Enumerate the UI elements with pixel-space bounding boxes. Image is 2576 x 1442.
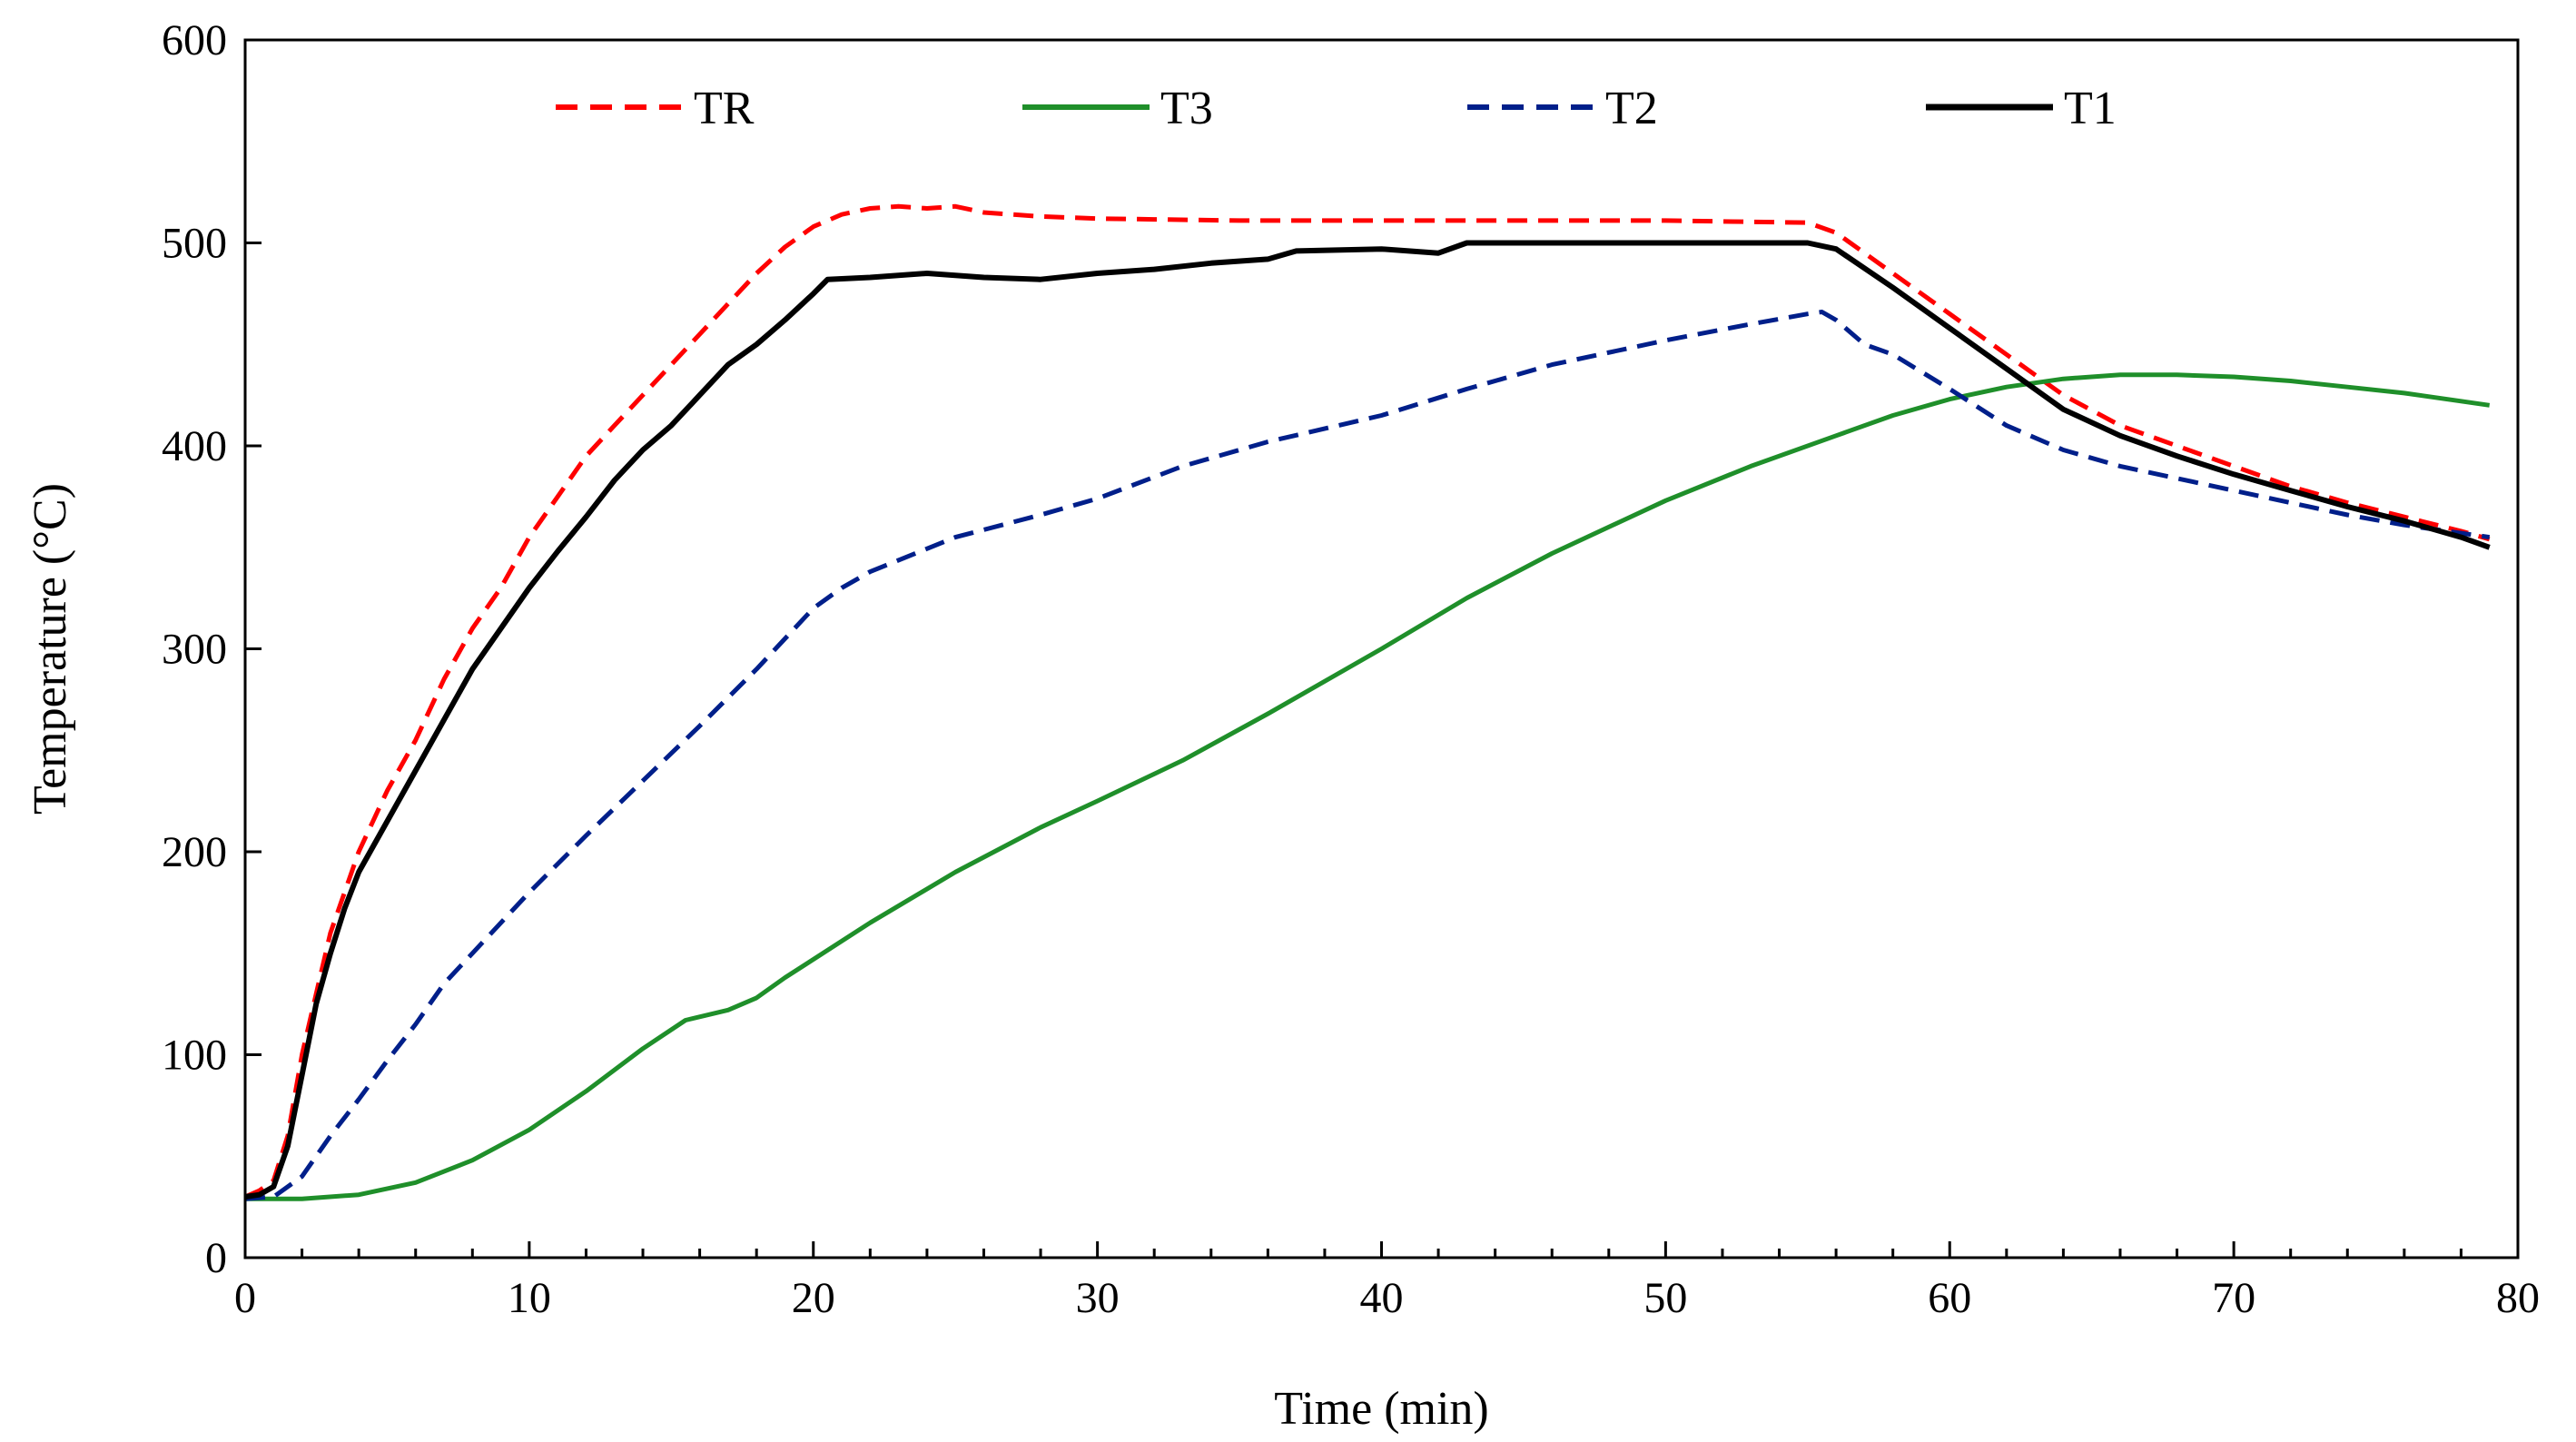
x-tick-label: 60 [1928, 1274, 1971, 1322]
legend-label-tr: TR [694, 83, 755, 134]
legend-label-t1: T1 [2064, 83, 2117, 134]
x-tick-label: 30 [1076, 1274, 1120, 1322]
x-tick-label: 80 [2496, 1274, 2540, 1322]
y-tick-label: 300 [162, 626, 227, 674]
x-axis-title: Time (min) [1274, 1383, 1488, 1435]
y-tick-label: 600 [162, 16, 227, 64]
x-tick-label: 50 [1643, 1274, 1687, 1322]
legend-label-t2: T2 [1605, 83, 1658, 134]
x-tick-label: 20 [792, 1274, 835, 1322]
legend: TR T3 T2 T1 [556, 83, 2117, 134]
series-line-t3 [245, 372, 2491, 1201]
series-line-t2 [244, 310, 2491, 1201]
x-tick-label: 40 [1360, 1274, 1404, 1322]
series-line-tr [244, 203, 2491, 1200]
x-tick-label: 0 [234, 1274, 256, 1322]
series-line-t1 [244, 240, 2491, 1200]
y-axis-title: Temperature (°C) [25, 483, 76, 815]
x-tick-label: 70 [2212, 1274, 2255, 1322]
legend-label-t3: T3 [1160, 83, 1213, 134]
plot-area [244, 203, 2491, 1201]
y-tick-label: 0 [205, 1234, 227, 1282]
x-tick-label: 10 [508, 1274, 551, 1322]
y-tick-label: 100 [162, 1032, 227, 1080]
y-tick-label: 500 [162, 220, 227, 268]
y-tick-label: 200 [162, 828, 227, 876]
axes: 0 10 20 30 40 50 60 70 80 0 100 200 300 400 500 600 Time… [25, 16, 2540, 1435]
y-tick-label: 400 [162, 422, 227, 470]
